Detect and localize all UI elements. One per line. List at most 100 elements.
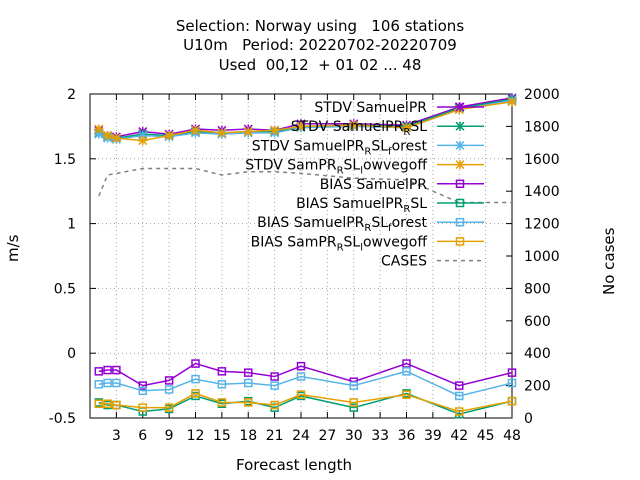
legend-entry-4: STDV SamPRRSLlowvegoff [245, 158, 427, 177]
data-point-series-7 [94, 380, 104, 389]
x-tick-label: 39 [424, 428, 442, 444]
series-line-8 [98, 392, 513, 413]
series-line-6 [98, 392, 513, 415]
data-point-series-8 [164, 403, 174, 412]
x-tick-label: 12 [187, 428, 205, 444]
y-tick-label: 1 [67, 217, 76, 233]
legend-entry-8: BIAS SamPRRSLlowvegoff [251, 234, 428, 253]
legend-entry-2: STDV SamuelPRRSL [291, 119, 427, 138]
y2-tick-label: 200 [524, 379, 551, 395]
data-point-series-8 [217, 398, 227, 407]
legend-entry-5: BIAS SamuelPR [320, 177, 428, 193]
x-tick-label: 48 [503, 428, 521, 444]
legend-swatch-marker-4 [455, 160, 465, 170]
data-point-series-8 [270, 400, 279, 410]
data-point-series-4 [243, 127, 253, 137]
y2-tick-label: 1200 [524, 217, 560, 233]
x-tick-label: 30 [345, 428, 363, 444]
legend-entry-1: STDV SamuelPR [314, 100, 427, 116]
y-tick-label: 0.5 [54, 281, 76, 297]
legend-swatch-marker-1 [455, 102, 465, 112]
y2-tick-label: 600 [524, 314, 551, 330]
data-point-series-5 [103, 365, 112, 375]
data-point-series-5 [94, 367, 104, 376]
legend-swatch-marker-5 [455, 179, 465, 189]
legend-entry-3: STDV SamuelPRRSLforest [252, 138, 428, 157]
y2-tick-label: 1600 [524, 152, 560, 168]
data-point-series-4 [349, 120, 359, 130]
data-point-series-4 [111, 133, 121, 143]
chart-title-line-1: Selection: Norway using 106 stations [175, 17, 465, 35]
y-tick-label: 1.5 [54, 152, 76, 168]
x-tick-label: 45 [477, 428, 495, 444]
data-point-series-8 [507, 396, 517, 406]
x-tick-label: 36 [398, 428, 416, 444]
x-tick-label: 33 [371, 428, 389, 444]
x-tick-label: 27 [318, 428, 336, 444]
y2-tick-label: 2000 [524, 87, 560, 103]
data-point-series-7 [103, 378, 112, 388]
legend-entry-6: BIAS SamuelPRRSL [296, 196, 427, 215]
legend-swatch-marker-2 [455, 121, 465, 131]
data-point-series-8 [455, 407, 464, 416]
x-tick-label: 21 [266, 428, 284, 444]
data-point-series-5 [270, 372, 279, 381]
data-point-series-4 [217, 128, 227, 138]
data-point-series-3 [138, 130, 148, 141]
y-tick-label: 2 [67, 87, 76, 103]
data-point-series-6 [349, 403, 358, 412]
data-point-series-8 [244, 398, 253, 407]
legend-swatch-marker-6 [455, 198, 465, 208]
data-point-series-5 [217, 367, 227, 376]
data-point-series-8 [94, 399, 104, 408]
data-point-series-5 [244, 368, 253, 377]
data-point-series-8 [296, 390, 306, 399]
y-axis-label: m/s [4, 234, 22, 262]
x-tick-label: 42 [450, 428, 468, 444]
data-point-series-8 [112, 400, 121, 410]
data-point-series-4 [507, 97, 517, 107]
data-point-series-8 [402, 390, 411, 399]
data-point-series-7 [296, 372, 306, 381]
data-point-series-7 [217, 380, 227, 389]
chart-title-line-3: Used 00,12 + 01 02 ... 48 [218, 56, 422, 74]
series-line-7 [98, 370, 513, 397]
data-point-series-5 [164, 376, 174, 385]
data-point-series-8 [138, 403, 147, 412]
data-point-series-7 [270, 381, 279, 390]
data-point-series-7 [164, 385, 174, 394]
y2-tick-label: 1400 [524, 184, 560, 200]
legend-swatch-marker-8 [455, 237, 465, 246]
series-line-9 [98, 167, 512, 204]
y2-tick-label: 400 [524, 346, 551, 362]
data-point-series-5 [191, 359, 200, 368]
x-tick-label: 18 [239, 428, 257, 444]
data-point-series-8 [191, 389, 200, 398]
x-tick-label: 24 [292, 428, 310, 444]
data-point-series-5 [296, 361, 306, 371]
legend-entry-9: CASES [381, 254, 427, 270]
chart-title-line-2: U10m Period: 20220702-20220709 [183, 36, 457, 54]
x-tick-label: 6 [138, 428, 147, 444]
data-point-series-5 [402, 359, 411, 368]
y2-tick-label: 0 [524, 411, 533, 427]
y2-tick-label: 1000 [524, 249, 560, 265]
y2-tick-label: 1800 [524, 119, 560, 135]
data-point-series-8 [349, 398, 358, 407]
data-point-series-4 [94, 124, 104, 134]
data-point-series-4 [103, 130, 113, 141]
data-point-series-4 [401, 123, 412, 133]
data-point-series-7 [112, 378, 121, 388]
data-point-series-7 [138, 386, 147, 396]
data-point-series-3 [94, 129, 104, 139]
data-point-series-5 [455, 381, 464, 390]
y2-tick-label: 800 [524, 281, 551, 297]
data-point-series-5 [507, 368, 517, 377]
data-point-series-4 [164, 130, 174, 141]
data-point-series-7 [349, 381, 358, 390]
data-point-series-7 [402, 367, 411, 376]
data-point-series-4 [190, 125, 201, 135]
data-point-series-8 [103, 399, 112, 408]
data-point-series-7 [455, 391, 464, 401]
